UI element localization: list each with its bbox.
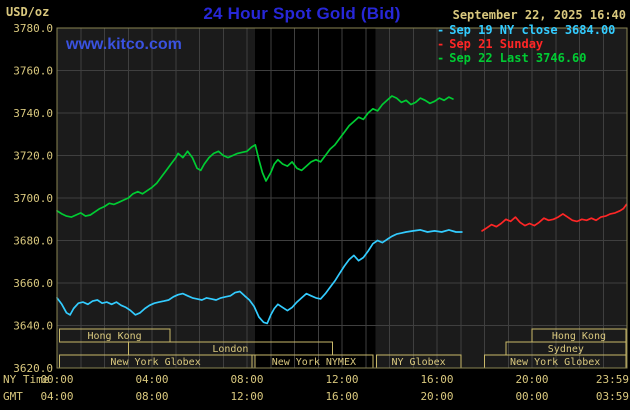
y-tick-label: 3740.0 (13, 107, 53, 120)
session-label: New York Globex (510, 357, 600, 368)
y-tick-label: 3660.0 (13, 277, 53, 290)
legend: - Sep 19 NY close 3684.00 - Sep 21 Sunda… (437, 24, 615, 64)
session-label: NY Globex (392, 357, 446, 368)
ny-tick-label: 00:00 (40, 373, 73, 386)
legend-label-sep21: Sep 21 Sunday (449, 37, 544, 51)
gmt-tick-label: 00:00 (515, 390, 548, 403)
ny-tick-label: 04:00 (135, 373, 168, 386)
session-box (58, 328, 171, 343)
plot-border (56, 27, 628, 369)
session-label: New York Globex (110, 357, 200, 368)
y-tick-label: 3680.0 (13, 235, 53, 248)
ny-tick-label: 16:00 (420, 373, 453, 386)
ny-tick-label: 23:59 (596, 373, 629, 386)
legend-marker-sep19: - (437, 23, 445, 37)
session-label: Hong Kong (552, 331, 606, 342)
legend-item-sep21: - Sep 21 Sunday (437, 38, 615, 50)
session-label: New York NYMEX (272, 357, 356, 368)
kitco-watermark-link[interactable]: www.kitco.com (66, 36, 182, 53)
gmt-tick-label: 12:00 (230, 390, 263, 403)
ny-tick-label: 12:00 (325, 373, 358, 386)
y-tick-label: 3760.0 (13, 65, 53, 78)
y-tick-label: 3640.0 (13, 320, 53, 333)
session-label: London (212, 344, 248, 355)
gmt-tick-label: 16:00 (325, 390, 358, 403)
ny-tick-label: 20:00 (515, 373, 548, 386)
datetime-label: September 22, 2025 16:40 (452, 8, 626, 22)
gmt-tick-label: 20:00 (420, 390, 453, 403)
y-tick-label: 3720.0 (13, 150, 53, 163)
legend-item-sep19: - Sep 19 NY close 3684.00 (437, 24, 615, 36)
legend-marker-sep22: - (437, 51, 445, 65)
gmt-tick-label: 04:00 (40, 390, 73, 403)
gmt-tick-label: 03:59 (596, 390, 629, 403)
y-tick-label: 3620.0 (13, 362, 53, 375)
gmt-tick-label: 08:00 (135, 390, 168, 403)
y-tick-label: 3700.0 (13, 192, 53, 205)
chart-title: 24 Hour Spot Gold (Bid) (203, 4, 401, 23)
session-label: Hong Kong (88, 331, 142, 342)
ny-time-axis-label: NY Time (3, 373, 49, 386)
session-label: Sydney (548, 344, 584, 355)
series-line-0 (56, 229, 463, 325)
ny-tick-label: 08:00 (230, 373, 263, 386)
legend-label-sep22: Sep 22 Last 3746.60 (449, 51, 587, 65)
series-line-1 (481, 203, 628, 232)
legend-item-sep22: - Sep 22 Last 3746.60 (437, 52, 615, 64)
y-tick-label: 3780.0 (13, 22, 53, 35)
units-label: USD/oz (6, 5, 50, 19)
legend-label-sep19: Sep 19 NY close 3684.00 (449, 23, 616, 37)
series-line-2 (56, 95, 454, 218)
gmt-axis-label: GMT (3, 390, 23, 403)
legend-marker-sep21: - (437, 37, 445, 51)
